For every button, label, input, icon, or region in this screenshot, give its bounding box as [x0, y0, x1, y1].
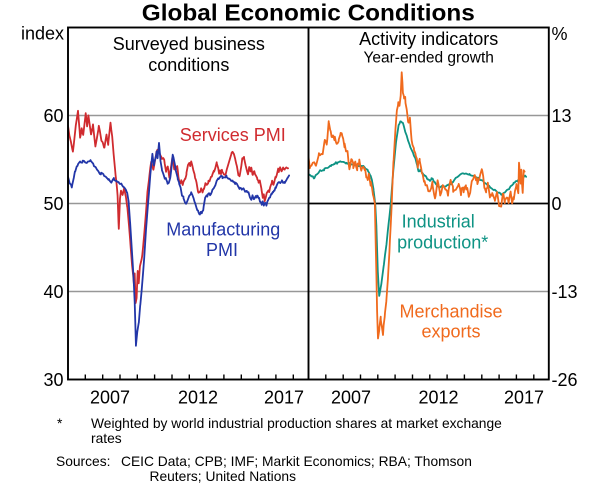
svg-text:2012: 2012 — [419, 388, 459, 408]
svg-text:index: index — [21, 24, 64, 44]
svg-text:50: 50 — [43, 194, 63, 214]
svg-text:-13: -13 — [552, 282, 578, 302]
svg-text:%: % — [552, 24, 568, 44]
svg-text:Year-ended growth: Year-ended growth — [363, 49, 493, 66]
svg-text:Manufacturing: Manufacturing — [166, 220, 280, 240]
svg-text:0: 0 — [552, 194, 562, 214]
svg-text:30: 30 — [43, 370, 63, 390]
svg-text:production*: production* — [397, 233, 488, 253]
svg-text:2007: 2007 — [90, 388, 130, 408]
svg-text:Sources:: Sources: — [56, 454, 110, 469]
svg-text:CEIC Data; CPB; IMF; Markit Ec: CEIC Data; CPB; IMF; Markit Economics; R… — [121, 454, 472, 469]
svg-text:2007: 2007 — [331, 388, 371, 408]
svg-text:2017: 2017 — [264, 388, 304, 408]
svg-text:Activity indicators: Activity indicators — [359, 29, 498, 49]
svg-text:conditions: conditions — [148, 55, 229, 75]
svg-text:2017: 2017 — [504, 388, 544, 408]
svg-text:Reuters; United Nations: Reuters; United Nations — [150, 469, 297, 484]
svg-text:Services PMI: Services PMI — [180, 125, 286, 145]
svg-text:Merchandise: Merchandise — [399, 302, 502, 322]
svg-text:2012: 2012 — [178, 388, 218, 408]
svg-text:Surveyed business: Surveyed business — [113, 34, 265, 54]
svg-text:Global Economic Conditions: Global Economic Conditions — [142, 0, 475, 26]
svg-text:40: 40 — [43, 282, 63, 302]
svg-text:rates: rates — [91, 431, 122, 446]
svg-text:Industrial: Industrial — [402, 212, 475, 232]
svg-text:60: 60 — [43, 106, 63, 126]
svg-text:PMI: PMI — [206, 240, 238, 260]
svg-text:Weighted by world industrial p: Weighted by world industrial production … — [91, 416, 502, 431]
svg-text:-26: -26 — [552, 370, 578, 390]
svg-text:*: * — [57, 416, 63, 431]
svg-text:exports: exports — [421, 321, 480, 341]
svg-text:13: 13 — [552, 106, 572, 126]
